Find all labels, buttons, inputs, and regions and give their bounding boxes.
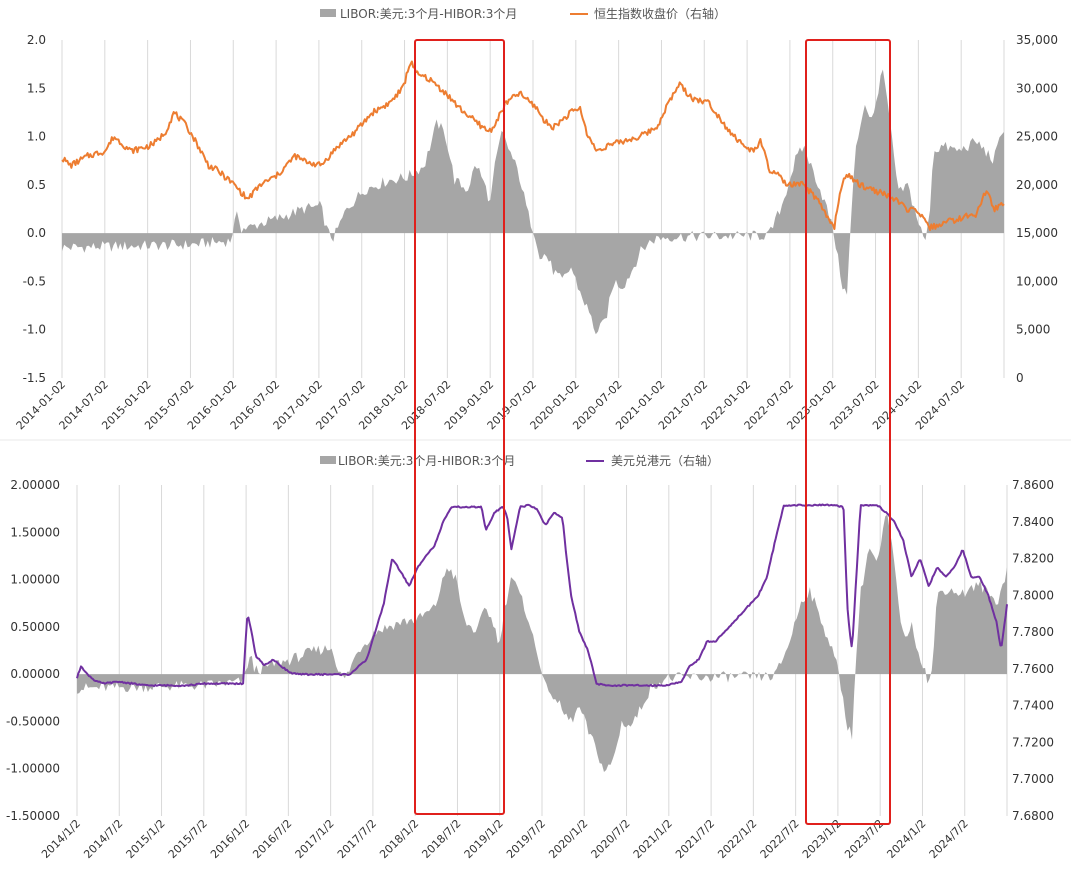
- hsi-line-series: [61, 60, 1005, 232]
- left-axis-tick-label: 1.00000: [10, 573, 60, 587]
- right-axis-tick-label: 7.7600: [1012, 662, 1054, 676]
- x-tick-label: 2020/7/2: [589, 817, 633, 861]
- right-axis-tick-label: 15,000: [1016, 226, 1058, 240]
- right-axis-tick-label: 7.7000: [1012, 772, 1054, 786]
- right-axis-tick-label: 7.8000: [1012, 588, 1054, 602]
- left-axis-tick-label: 0.00000: [10, 667, 60, 681]
- x-tick-label: 2014/7/2: [81, 817, 125, 861]
- x-tick-label: 2024/1/2: [884, 817, 928, 861]
- x-tick-label: 2019/1/2: [462, 817, 506, 861]
- x-tick-label: 2015/1/2: [124, 817, 168, 861]
- right-axis-tick-label: 0: [1016, 371, 1024, 385]
- legend-bar-swatch: [320, 9, 336, 17]
- x-tick-label: 2018/1/2: [377, 817, 421, 861]
- x-tick-label: 2015/7/2: [166, 817, 210, 861]
- legend-bar-label: LIBOR:美元:3个月-HIBOR:3个月: [338, 454, 515, 468]
- x-tick-label: 2019/7/2: [504, 817, 548, 861]
- left-axis-tick-label: -0.5: [23, 274, 46, 288]
- right-axis-tick-label: 25,000: [1016, 130, 1058, 144]
- legend: LIBOR:美元:3个月-HIBOR:3个月 美元兑港元（右轴）: [320, 453, 719, 468]
- x-tick-label: 2017/1/2: [293, 817, 337, 861]
- right-axis-tick-label: 7.7800: [1012, 625, 1054, 639]
- x-tick-label: 2014/1/2: [39, 817, 83, 861]
- spread-area-series: [62, 69, 1004, 335]
- left-axis-tick-label: 0.5: [27, 178, 46, 192]
- x-tick-label: 2022/7/2: [758, 817, 802, 861]
- left-axis-tick-label: 2.0: [27, 33, 46, 47]
- right-axis-tick-label: 7.7400: [1012, 699, 1054, 713]
- left-axis-tick-label: 2.00000: [10, 478, 60, 492]
- left-axis-tick-label: -1.50000: [6, 809, 60, 823]
- right-axis-tick-label: 7.8200: [1012, 552, 1054, 566]
- chart-panel-1: 2014-01-022014-07-022015-01-022015-07-02…: [14, 6, 1058, 432]
- x-tick-label: 2017/7/2: [335, 817, 379, 861]
- left-axis-tick-label: 1.0: [27, 130, 46, 144]
- left-axis-tick-label: -1.5: [23, 371, 46, 385]
- x-tick-label: 2020/1/2: [546, 817, 590, 861]
- x-tick-label: 2022/1/2: [715, 817, 759, 861]
- legend-bar-label: LIBOR:美元:3个月-HIBOR:3个月: [340, 7, 517, 21]
- x-tick-label: 2021/1/2: [631, 817, 675, 861]
- x-tick-label: 2018/7/2: [419, 817, 463, 861]
- x-tick-label: 2016/1/2: [208, 817, 252, 861]
- left-axis-tick-label: 0.0: [27, 226, 46, 240]
- right-axis-tick-label: 7.8600: [1012, 478, 1054, 492]
- x-tick-label: 2021/7/2: [673, 817, 717, 861]
- x-tick-label: 2016/7/2: [250, 817, 294, 861]
- right-axis-tick-label: 35,000: [1016, 33, 1058, 47]
- legend-line-label: 恒生指数收盘价（右轴）: [594, 6, 726, 21]
- legend-bar-swatch: [320, 456, 336, 464]
- highlight-box-2018: [414, 39, 505, 815]
- spread-area-series: [77, 514, 1007, 772]
- left-axis-tick-label: 1.50000: [10, 525, 60, 539]
- highlight-box-2022: [805, 39, 891, 825]
- right-axis-tick-label: 20,000: [1016, 178, 1058, 192]
- right-axis-tick-label: 7.6800: [1012, 809, 1054, 823]
- chart-panel-2: 2014/1/22014/7/22015/1/22015/7/22016/1/2…: [6, 453, 1054, 861]
- usdhkd-line-series: [76, 503, 1008, 688]
- left-axis-tick-label: -0.50000: [6, 714, 60, 728]
- x-tick-label: 2024/7/2: [927, 817, 971, 861]
- left-axis-tick-label: 1.5: [27, 81, 46, 95]
- left-axis-tick-label: -1.00000: [6, 762, 60, 776]
- left-axis-tick-label: 0.50000: [10, 620, 60, 634]
- left-axis-tick-label: -1.0: [23, 323, 46, 337]
- right-axis-tick-label: 7.7200: [1012, 735, 1054, 749]
- right-axis-tick-label: 30,000: [1016, 81, 1058, 95]
- legend-line-label: 美元兑港元（右轴）: [611, 453, 719, 468]
- legend: LIBOR:美元:3个月-HIBOR:3个月 恒生指数收盘价（右轴）: [320, 6, 726, 21]
- right-axis-tick-label: 7.8400: [1012, 515, 1054, 529]
- right-axis-tick-label: 5,000: [1016, 323, 1050, 337]
- right-axis-tick-label: 10,000: [1016, 274, 1058, 288]
